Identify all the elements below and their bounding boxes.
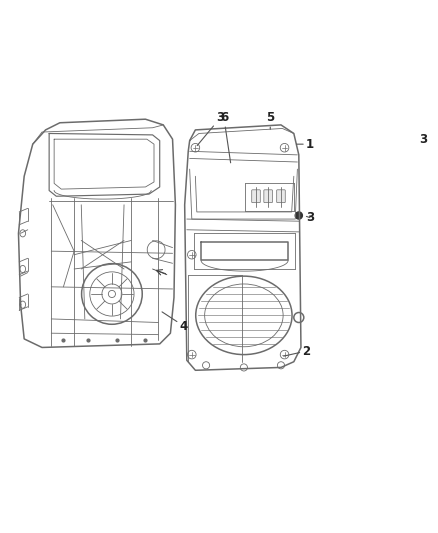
Text: 3: 3: [197, 111, 224, 146]
Text: 6: 6: [220, 111, 231, 163]
Text: 5: 5: [266, 111, 274, 130]
Text: 4: 4: [162, 312, 188, 333]
Circle shape: [295, 212, 302, 219]
Text: 2: 2: [284, 344, 311, 358]
FancyBboxPatch shape: [264, 190, 272, 203]
Text: 1: 1: [297, 138, 314, 151]
Text: 3: 3: [306, 211, 314, 224]
FancyBboxPatch shape: [252, 190, 260, 203]
Text: 3: 3: [420, 133, 427, 146]
FancyBboxPatch shape: [277, 190, 285, 203]
